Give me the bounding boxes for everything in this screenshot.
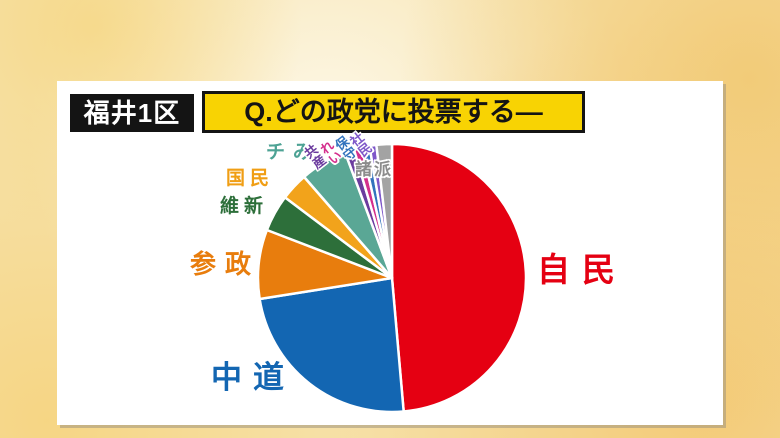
pie-label-chudo: 中道: [211, 360, 295, 395]
pie-label-sansei: 参政: [190, 249, 261, 279]
pie-chart: [256, 142, 528, 414]
pie-label-ishin: 維新: [220, 196, 269, 217]
district-badge: 福井1区: [70, 94, 194, 132]
survey-panel: 福井1区 Q.どの政党に投票する― 自民 中道 参政 維新 国民 チみ 共産 れい 保守 社民 諸派: [57, 81, 723, 425]
pie-slice-jimin: [390, 142, 528, 413]
pie-label-chimi: チみ: [266, 142, 321, 163]
pie-label-jimin: 自民: [537, 251, 627, 288]
pie-label-shoha: 諸派: [355, 160, 393, 179]
pie-slice-shoha: [375, 142, 394, 280]
pie-slice-chudo: [258, 276, 405, 414]
question-banner: Q.どの政党に投票する―: [202, 91, 585, 133]
pie-label-kokumin: 国民: [226, 168, 275, 189]
